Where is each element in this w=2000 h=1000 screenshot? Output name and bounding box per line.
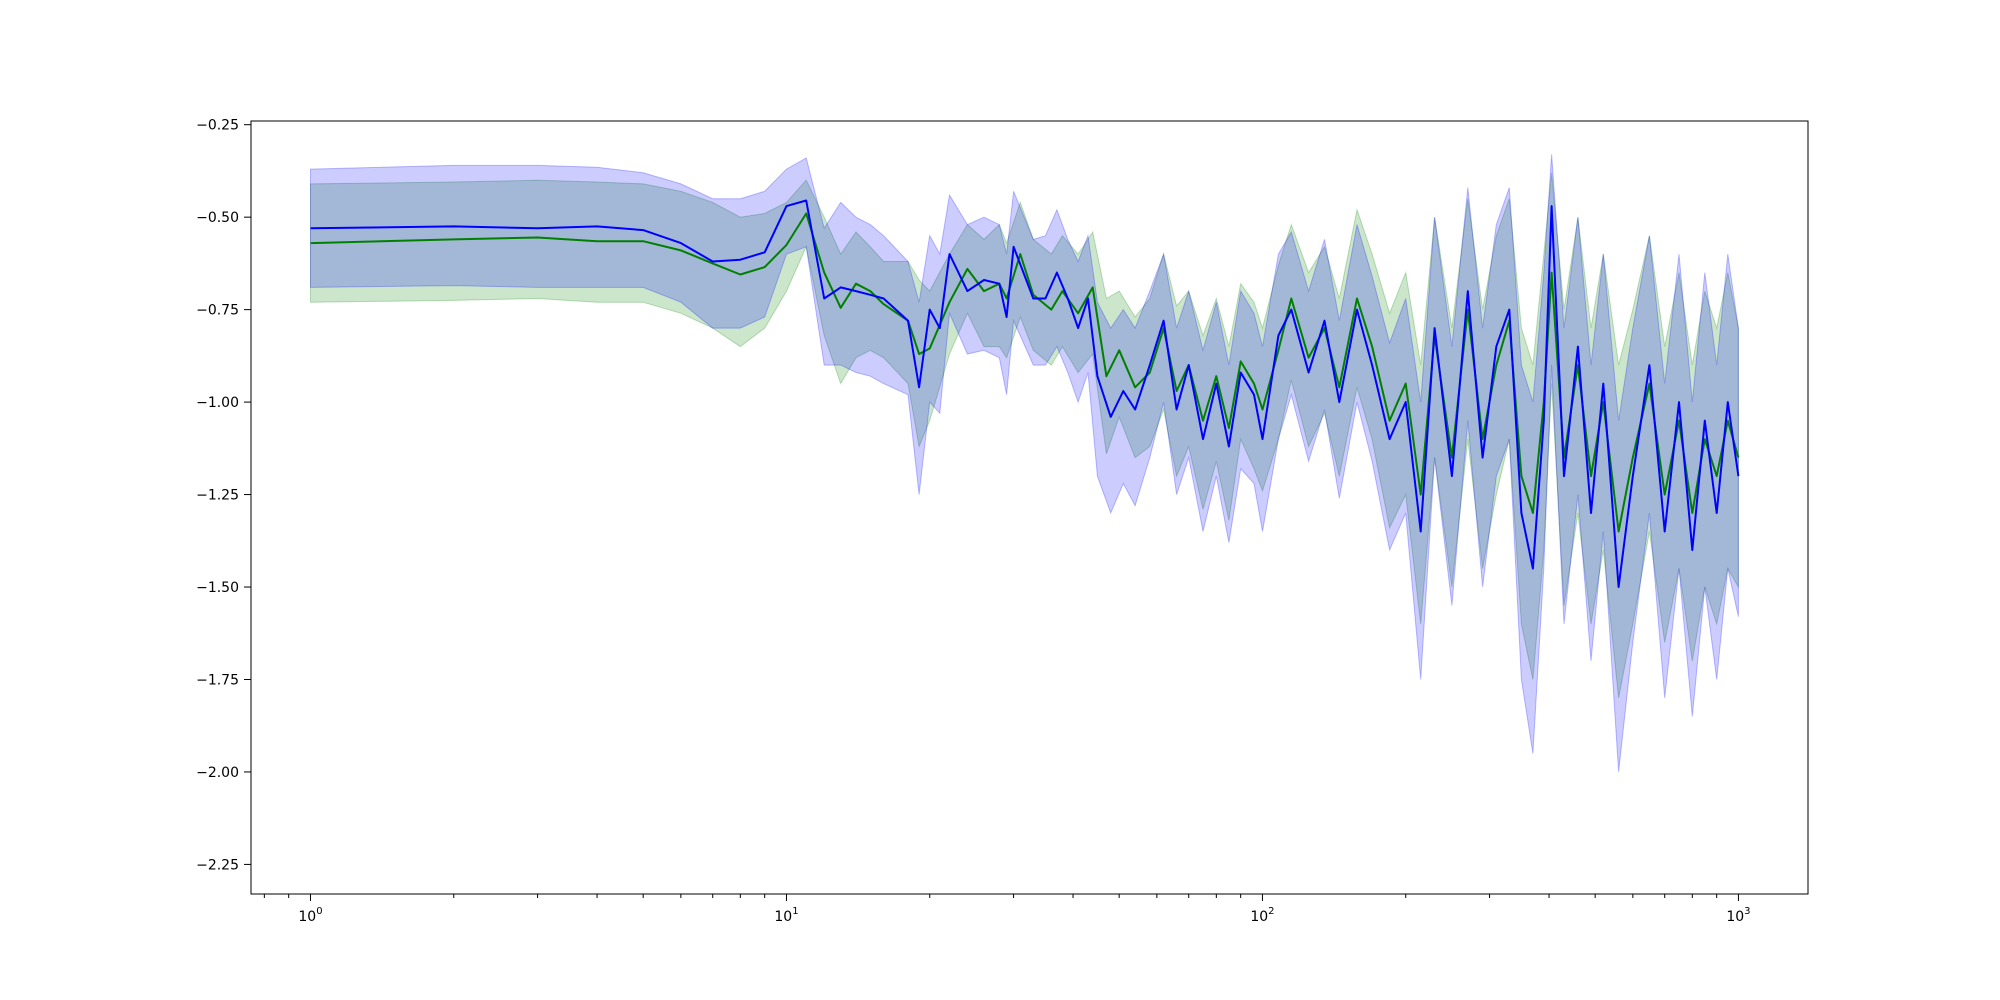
x-tick-label: 102 — [1250, 906, 1274, 925]
x-tick-label: 103 — [1726, 906, 1750, 925]
series-1-band — [310, 172, 1739, 699]
series-2-band — [310, 154, 1739, 772]
x-tick-label: 100 — [298, 906, 322, 925]
y-tick-label: −2.25 — [196, 857, 239, 873]
plot-frame — [250, 120, 1809, 895]
y-tick-label: −0.75 — [196, 303, 239, 319]
x-tick-label: 101 — [774, 906, 798, 925]
y-tick-label: −2.00 — [196, 765, 239, 781]
y-tick-label: −1.25 — [196, 488, 239, 504]
y-tick-label: −0.25 — [196, 118, 239, 134]
y-tick-label: −0.50 — [196, 210, 239, 226]
y-tick-label: −1.75 — [196, 672, 239, 688]
y-tick-label: −1.50 — [196, 580, 239, 596]
series-2-line — [310, 199, 1740, 588]
y-tick-label: −1.00 — [196, 395, 239, 411]
